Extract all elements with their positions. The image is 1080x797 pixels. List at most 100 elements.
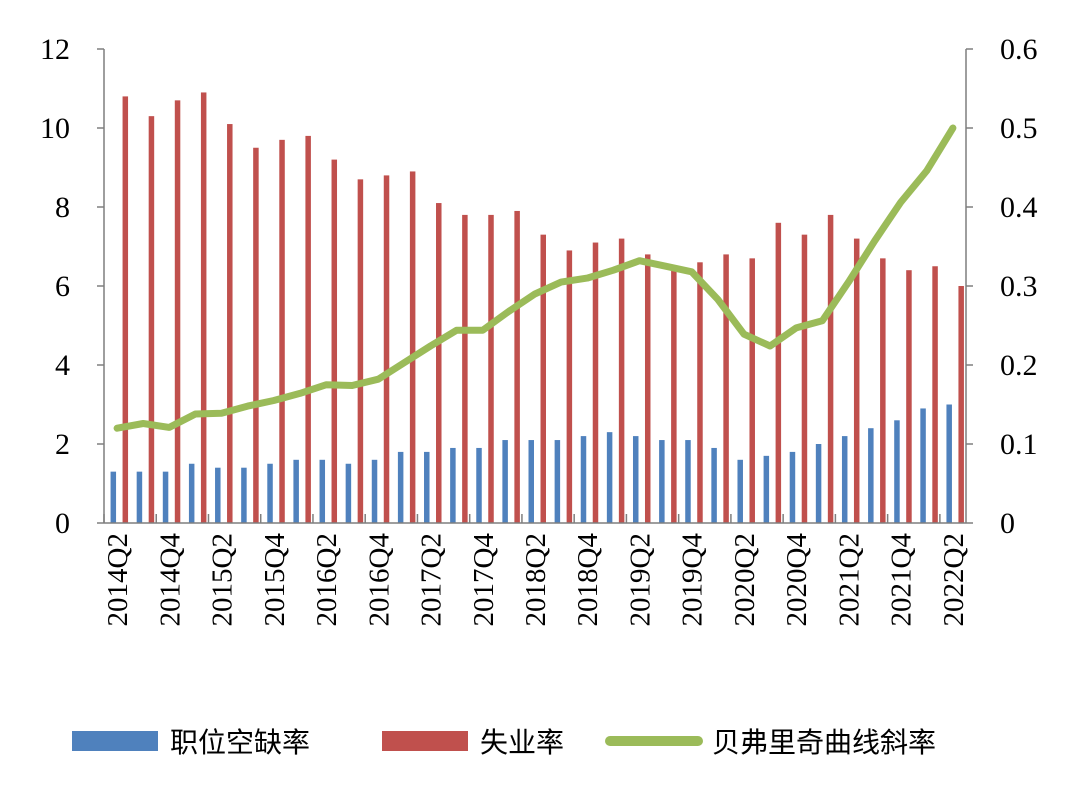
bar-unemployment-2020Q4 [801,234,808,523]
bar-vacancy-2016Q2 [319,459,326,523]
bar-vacancy-2018Q3 [554,440,561,523]
tick-label-left: 8 [55,191,70,224]
bar-unemployment-2020Q3 [775,222,782,524]
category-label-2015Q2: 2015Q2 [207,533,239,626]
bar-unemployment-2021Q1 [827,214,834,523]
category-label-2014Q4: 2014Q4 [154,533,186,627]
bar-vacancy-2014Q2 [110,471,117,523]
bar-unemployment-2014Q3 [148,116,155,524]
bar-unemployment-2015Q2 [227,124,233,524]
tick-label-right: 0.3 [1000,270,1038,303]
tick-label-right: 0.4 [1000,191,1038,224]
tick-label-left: 10 [40,112,70,145]
category-label-2019Q4: 2019Q4 [677,533,709,627]
bars-layer [110,92,964,524]
bar-vacancy-2017Q3 [450,447,456,523]
bar-unemployment-2015Q1 [200,92,207,523]
tick-label-left: 0 [55,507,70,540]
bar-vacancy-2019Q1 [606,432,613,523]
bar-unemployment-2016Q2 [331,159,338,523]
category-label-2016Q2: 2016Q2 [311,533,343,626]
legend-label-unemployment: 失业率 [480,726,564,759]
category-label-2021Q4: 2021Q4 [886,533,918,627]
category-label-2019Q2: 2019Q2 [624,533,656,626]
bar-unemployment-2017Q3 [462,214,468,523]
bar-unemployment-2019Q1 [618,238,625,523]
bar-vacancy-2022Q1 [920,408,926,523]
bar-vacancy-2018Q1 [502,440,508,523]
bar-unemployment-2020Q2 [749,258,755,523]
tick-labels-layer: 0 2 4 6 8 10 12 0 0.1 0.2 0.3 0.4 0.5 0.6 [40,33,1038,540]
bar-unemployment-2018Q2 [540,234,546,523]
bar-vacancy-2017Q2 [424,451,430,523]
line-beveridge-slope [113,124,957,432]
bar-vacancy-2019Q4 [685,440,691,523]
category-label-2014Q2: 2014Q2 [102,533,134,626]
bar-unemployment-2018Q3 [566,250,573,523]
bar-vacancy-2015Q2 [215,467,221,523]
bar-unemployment-2016Q4 [383,175,390,523]
bar-unemployment-2015Q4 [279,139,285,523]
bar-unemployment-2018Q1 [514,210,520,523]
bar-unemployment-2019Q2 [644,254,651,523]
legend: 职位空缺率 失业率 贝弗里奇曲线斜率 [72,726,936,759]
bar-unemployment-2018Q4 [592,242,599,524]
bar-unemployment-2021Q2 [853,238,860,523]
bar-vacancy-2020Q2 [737,459,743,523]
axes-layer [97,48,973,524]
bar-vacancy-2017Q1 [397,451,404,523]
bar-vacancy-2014Q3 [136,471,143,523]
tick-label-right: 0.5 [1000,112,1038,145]
tick-label-right: 0.1 [1000,428,1038,461]
bar-unemployment-2022Q2 [958,286,964,523]
tick-label-left: 12 [40,33,70,66]
bar-unemployment-2016Q1 [305,135,311,523]
bar-unemployment-2021Q3 [880,258,886,523]
category-labels-layer: 2014Q2 2014Q4 2015Q2 2015Q4 2016Q2 2016Q4 2017… [102,533,970,627]
bar-unemployment-2016Q3 [357,179,364,523]
bar-vacancy-2018Q4 [580,436,587,523]
category-label-2021Q2: 2021Q2 [833,533,865,626]
bar-unemployment-2021Q4 [906,270,912,523]
legend-label-vacancy: 职位空缺率 [170,726,310,759]
bar-unemployment-2022Q1 [932,266,938,523]
bar-vacancy-2020Q1 [711,447,717,523]
bar-vacancy-2020Q3 [763,455,770,523]
category-label-2022Q2: 2022Q2 [938,533,970,626]
bar-vacancy-2019Q2 [632,436,639,523]
legend-label-slope: 贝弗里奇曲线斜率 [712,726,936,759]
tick-label-left: 4 [55,349,70,382]
tick-label-right: 0 [1000,507,1015,540]
tick-label-right: 0.6 [1000,33,1038,66]
bar-unemployment-2017Q4 [488,214,494,523]
bar-vacancy-2021Q3 [868,428,874,523]
category-label-2017Q2: 2017Q2 [416,533,448,626]
bar-vacancy-2021Q4 [894,420,900,523]
tick-label-left: 2 [55,428,70,461]
category-label-2018Q2: 2018Q2 [520,533,552,626]
bar-vacancy-2016Q1 [293,459,299,523]
category-label-2016Q4: 2016Q4 [363,533,395,627]
legend-swatch-vacancy [72,731,158,751]
bar-vacancy-2017Q4 [476,447,482,523]
category-label-2020Q4: 2020Q4 [781,533,813,627]
legend-swatch-unemployment [382,731,468,751]
bar-vacancy-2018Q2 [528,440,534,523]
bar-vacancy-2015Q4 [267,463,273,523]
tick-label-right: 0.2 [1000,349,1038,382]
bar-vacancy-2016Q3 [345,463,352,523]
category-label-2020Q2: 2020Q2 [729,533,761,626]
tick-label-left: 6 [55,270,70,303]
line-layer [113,124,957,432]
bar-vacancy-2014Q4 [162,471,169,523]
bar-vacancy-2016Q4 [371,459,378,523]
category-label-2015Q4: 2015Q4 [259,533,291,627]
bar-unemployment-2014Q4 [174,100,181,523]
bar-vacancy-2015Q1 [188,463,195,523]
bar-vacancy-2019Q3 [659,440,665,523]
category-label-2017Q4: 2017Q4 [468,533,500,627]
category-label-2018Q4: 2018Q4 [572,533,604,627]
bar-vacancy-2020Q4 [789,451,796,523]
bar-vacancy-2021Q1 [815,444,822,523]
